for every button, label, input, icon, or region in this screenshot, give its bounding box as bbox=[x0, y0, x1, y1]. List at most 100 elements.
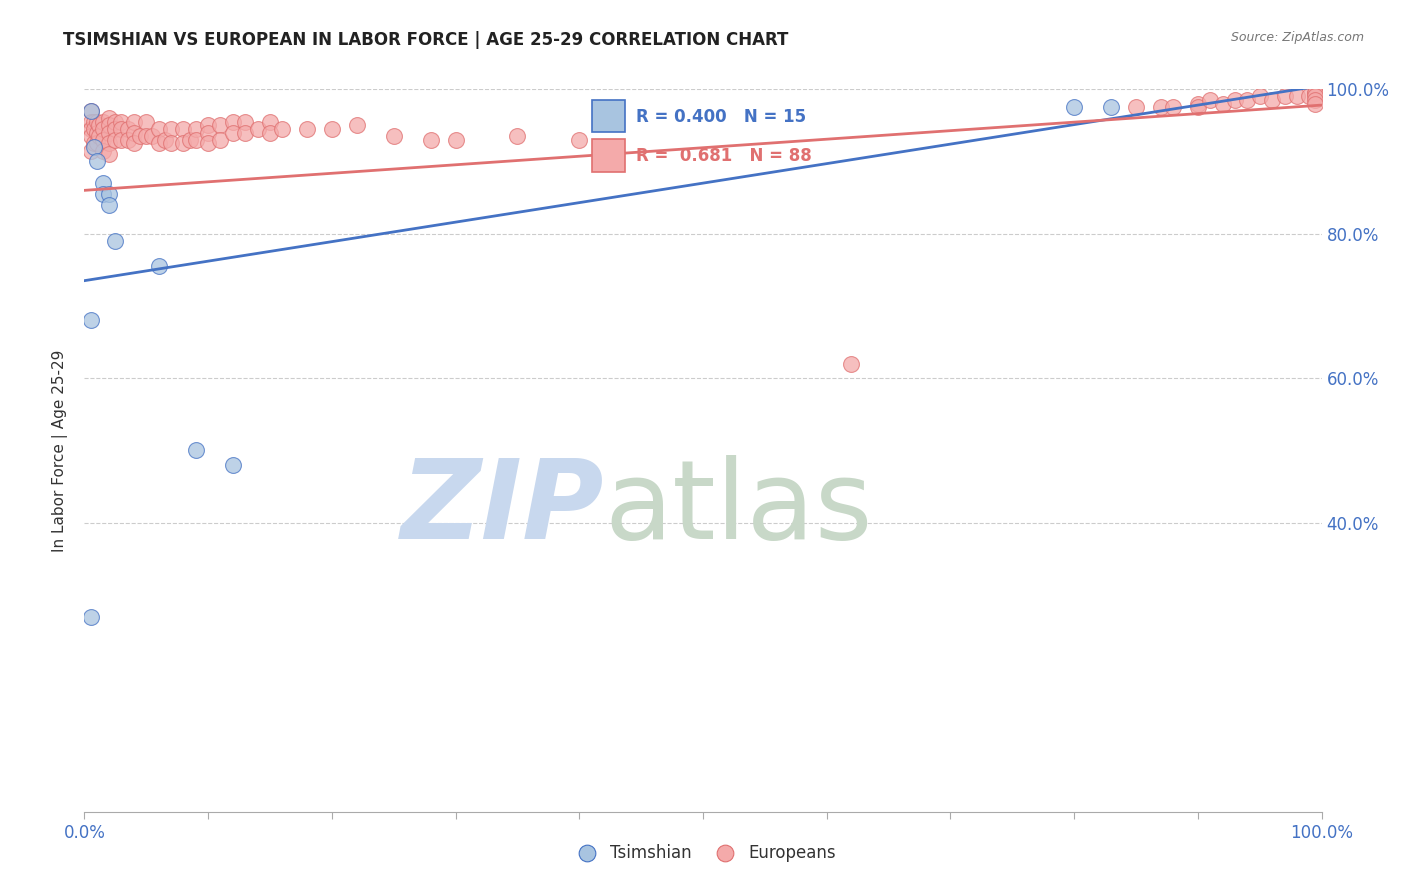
Point bbox=[117, 133, 139, 147]
Point bbox=[86, 136, 108, 151]
Point bbox=[117, 122, 139, 136]
Point bbox=[91, 114, 114, 128]
Point bbox=[259, 126, 281, 140]
Point bbox=[295, 122, 318, 136]
Point bbox=[122, 126, 145, 140]
Point bbox=[89, 119, 111, 133]
Point bbox=[197, 136, 219, 151]
Point bbox=[79, 103, 101, 118]
Point bbox=[110, 122, 132, 136]
Text: atlas: atlas bbox=[605, 455, 873, 562]
Point bbox=[98, 126, 121, 140]
Point bbox=[444, 133, 467, 147]
Text: Source: ZipAtlas.com: Source: ZipAtlas.com bbox=[1230, 31, 1364, 45]
Point bbox=[197, 126, 219, 140]
Point bbox=[104, 133, 127, 147]
Bar bbox=[592, 100, 624, 132]
Point bbox=[1150, 100, 1173, 114]
Point bbox=[98, 119, 121, 133]
Point bbox=[1305, 86, 1327, 100]
Point bbox=[271, 122, 294, 136]
Point bbox=[153, 133, 176, 147]
Point bbox=[1187, 96, 1209, 111]
Point bbox=[83, 114, 105, 128]
Point bbox=[79, 114, 101, 128]
Point bbox=[1305, 93, 1327, 107]
Point bbox=[98, 186, 121, 201]
Point bbox=[1249, 89, 1271, 103]
Point bbox=[135, 114, 157, 128]
Point bbox=[197, 119, 219, 133]
Point bbox=[110, 114, 132, 128]
Point bbox=[83, 122, 105, 136]
Point bbox=[1261, 93, 1284, 107]
Point bbox=[91, 133, 114, 147]
Point bbox=[1099, 100, 1122, 114]
Point bbox=[79, 103, 101, 118]
Point bbox=[209, 133, 232, 147]
Point bbox=[506, 129, 529, 144]
Point bbox=[1236, 93, 1258, 107]
Point bbox=[98, 198, 121, 212]
Point bbox=[91, 186, 114, 201]
Point bbox=[1212, 96, 1234, 111]
Point bbox=[122, 136, 145, 151]
Point bbox=[1274, 89, 1296, 103]
Text: ZIP: ZIP bbox=[401, 455, 605, 562]
Point bbox=[83, 136, 105, 151]
Point bbox=[222, 114, 245, 128]
Point bbox=[79, 144, 101, 158]
Point bbox=[346, 119, 368, 133]
Point bbox=[148, 122, 170, 136]
Point bbox=[233, 126, 256, 140]
Point bbox=[91, 122, 114, 136]
Point bbox=[1125, 100, 1147, 114]
Point bbox=[184, 443, 207, 458]
Point bbox=[1199, 93, 1222, 107]
Point bbox=[321, 122, 343, 136]
Point bbox=[160, 122, 183, 136]
Point bbox=[129, 129, 152, 144]
Point bbox=[841, 357, 863, 371]
Point bbox=[98, 136, 121, 151]
Text: R = 0.400   N = 15: R = 0.400 N = 15 bbox=[636, 108, 806, 126]
Point bbox=[419, 133, 441, 147]
Point bbox=[184, 122, 207, 136]
Point bbox=[86, 154, 108, 169]
Point bbox=[222, 126, 245, 140]
Point bbox=[184, 133, 207, 147]
Y-axis label: In Labor Force | Age 25-29: In Labor Force | Age 25-29 bbox=[52, 350, 69, 551]
Point bbox=[1285, 89, 1308, 103]
Point bbox=[104, 114, 127, 128]
Point bbox=[259, 114, 281, 128]
Point bbox=[382, 129, 405, 144]
Point bbox=[209, 119, 232, 133]
Point bbox=[79, 313, 101, 327]
Text: TSIMSHIAN VS EUROPEAN IN LABOR FORCE | AGE 25-29 CORRELATION CHART: TSIMSHIAN VS EUROPEAN IN LABOR FORCE | A… bbox=[63, 31, 789, 49]
Point bbox=[1063, 100, 1085, 114]
Point bbox=[1305, 86, 1327, 100]
Point bbox=[148, 259, 170, 273]
Point bbox=[179, 133, 201, 147]
Point bbox=[110, 133, 132, 147]
Point bbox=[98, 111, 121, 125]
Point bbox=[86, 114, 108, 128]
Point bbox=[568, 133, 591, 147]
Point bbox=[246, 122, 269, 136]
Point bbox=[233, 114, 256, 128]
Point bbox=[104, 122, 127, 136]
Point bbox=[1161, 100, 1184, 114]
Point bbox=[89, 129, 111, 144]
Point bbox=[222, 458, 245, 472]
Point bbox=[160, 136, 183, 151]
Point bbox=[91, 176, 114, 190]
Point bbox=[79, 122, 101, 136]
Text: R =  0.681   N = 88: R = 0.681 N = 88 bbox=[636, 146, 811, 164]
Point bbox=[79, 609, 101, 624]
Point bbox=[1187, 100, 1209, 114]
Point bbox=[172, 122, 194, 136]
Point bbox=[86, 126, 108, 140]
Point bbox=[104, 234, 127, 248]
Point bbox=[141, 129, 163, 144]
Point bbox=[83, 140, 105, 154]
